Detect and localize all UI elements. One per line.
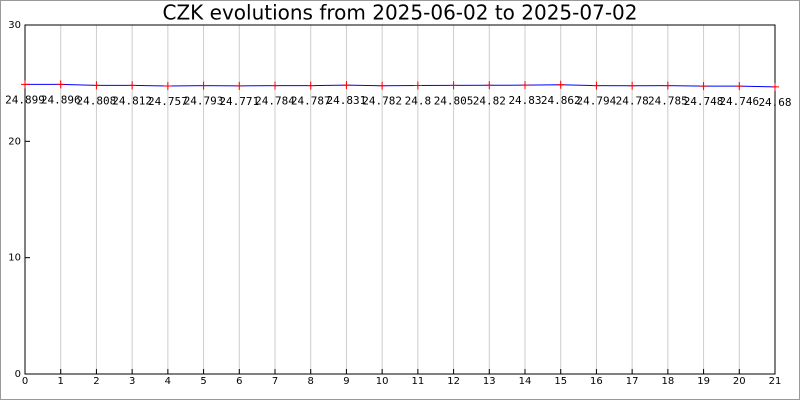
marker bbox=[199, 81, 208, 90]
x-tick-label: 4 bbox=[165, 376, 171, 387]
data-label: 24.793 bbox=[184, 95, 224, 108]
line bbox=[24, 83, 776, 88]
marker bbox=[271, 81, 279, 90]
marker bbox=[378, 81, 387, 90]
x-tick-label: 5 bbox=[200, 376, 206, 387]
data-label: 24.83 bbox=[508, 94, 541, 107]
data-label: 24.746 bbox=[719, 95, 759, 108]
marker bbox=[485, 81, 494, 90]
marker bbox=[306, 81, 315, 90]
data-label: 24.78 bbox=[616, 95, 649, 108]
x-tick-label: 18 bbox=[661, 376, 674, 387]
x-tick-label: 17 bbox=[626, 376, 639, 387]
x-tick-label: 1 bbox=[58, 376, 64, 387]
chart-title: CZK evolutions from 2025-06-02 to 2025-0… bbox=[163, 1, 638, 25]
marker bbox=[235, 81, 244, 90]
marker bbox=[413, 81, 422, 90]
data-label: 24.808 bbox=[77, 94, 117, 107]
data-label: 24.771 bbox=[219, 95, 259, 108]
data-label: 24.68 bbox=[758, 96, 791, 109]
x-tick-label: 8 bbox=[308, 376, 314, 387]
y-tick-label: 20 bbox=[8, 136, 21, 147]
x-tick-label: 15 bbox=[554, 376, 567, 387]
marker bbox=[342, 81, 351, 90]
marker bbox=[663, 81, 672, 90]
marker bbox=[56, 80, 65, 89]
marker bbox=[592, 81, 601, 90]
y-tick-label: 0 bbox=[15, 369, 21, 380]
x-tick-label: 10 bbox=[376, 376, 389, 387]
marker bbox=[771, 82, 779, 91]
y-tick-label: 30 bbox=[8, 20, 21, 31]
data-label: 24.784 bbox=[255, 95, 295, 108]
data-label: 24.82 bbox=[473, 94, 506, 107]
data-label: 24.794 bbox=[577, 95, 617, 108]
x-tick-label: 21 bbox=[769, 376, 782, 387]
x-tick-label: 19 bbox=[697, 376, 710, 387]
marker bbox=[556, 80, 565, 89]
x-tick-label: 12 bbox=[447, 376, 460, 387]
data-label: 24.787 bbox=[291, 95, 331, 108]
marker bbox=[699, 82, 708, 91]
data-label: 24.812 bbox=[112, 94, 152, 107]
marker bbox=[628, 81, 637, 90]
x-tick-label: 2 bbox=[93, 376, 99, 387]
x-tick-label: 0 bbox=[22, 376, 28, 387]
x-tick-label: 11 bbox=[411, 376, 424, 387]
data-label: 24.757 bbox=[148, 95, 188, 108]
marker bbox=[449, 81, 458, 90]
x-tick-label: 9 bbox=[343, 376, 349, 387]
data-label: 24.785 bbox=[648, 95, 688, 108]
data-label: 24.862 bbox=[541, 94, 581, 107]
x-tick-label: 16 bbox=[590, 376, 603, 387]
data-label: 24.899 bbox=[5, 93, 45, 106]
data-label: 24.831 bbox=[327, 94, 367, 107]
marker bbox=[21, 80, 29, 89]
marker bbox=[735, 82, 744, 91]
plot-border bbox=[24, 24, 776, 375]
data-label: 24.805 bbox=[434, 94, 474, 107]
data-label: 24.896 bbox=[41, 93, 81, 106]
x-tick-label: 13 bbox=[483, 376, 496, 387]
y-tick-label: 10 bbox=[8, 253, 21, 264]
x-tick-label: 14 bbox=[519, 376, 532, 387]
x-tick-label: 20 bbox=[733, 376, 746, 387]
data-label: 24.782 bbox=[362, 95, 402, 108]
data-label: 24.8 bbox=[405, 94, 432, 107]
marker bbox=[128, 81, 137, 90]
marker bbox=[163, 81, 172, 90]
x-tick-label: 6 bbox=[236, 376, 242, 387]
marker bbox=[521, 81, 529, 90]
x-tick-label: 7 bbox=[272, 376, 278, 387]
data-label: 24.748 bbox=[684, 95, 724, 108]
x-tick-label: 3 bbox=[129, 376, 135, 387]
marker bbox=[92, 81, 101, 90]
